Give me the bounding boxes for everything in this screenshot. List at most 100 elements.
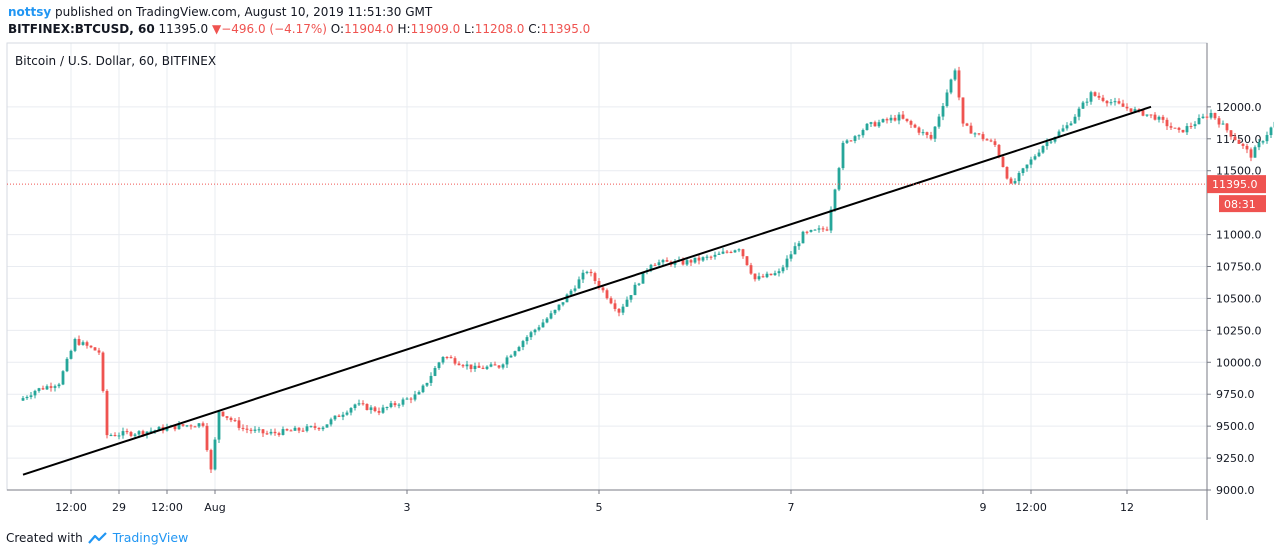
- footer: Created with TradingView: [6, 530, 188, 545]
- candle-body: [489, 364, 493, 367]
- candle-body: [253, 429, 257, 431]
- symbol-name: BITFINEX:BTCUSD, 60: [8, 22, 155, 36]
- candle-body: [385, 407, 389, 409]
- candle-body: [581, 272, 585, 280]
- candle-body: [1065, 125, 1069, 129]
- candle-body: [1061, 128, 1065, 132]
- candle-body: [213, 439, 217, 470]
- candle-body: [797, 243, 801, 247]
- candle-body: [1081, 102, 1085, 109]
- candle-body: [73, 339, 77, 351]
- candle-body: [721, 251, 725, 254]
- candle-body: [1229, 130, 1233, 137]
- candle-body: [89, 345, 93, 348]
- candle-body: [185, 425, 189, 427]
- y-tick-label: 10000.0: [1216, 356, 1262, 369]
- candle-body: [41, 388, 45, 390]
- candle-body: [709, 256, 713, 258]
- x-tick-label: 12:00: [151, 501, 183, 514]
- candle-body: [381, 407, 385, 413]
- candle-body: [561, 302, 565, 305]
- candle-body: [857, 135, 861, 137]
- candle-body: [109, 435, 113, 437]
- candle-body: [293, 427, 297, 431]
- high-label: H:: [397, 22, 411, 36]
- candle-body: [657, 262, 661, 266]
- candle-body: [705, 256, 709, 258]
- candle-body: [1093, 92, 1097, 96]
- candle-body: [949, 79, 953, 93]
- candle-body: [369, 407, 373, 411]
- candle-body: [545, 318, 549, 323]
- candle-body: [117, 435, 121, 437]
- candle-body: [829, 209, 833, 231]
- candle-body: [165, 427, 169, 431]
- candle-body: [433, 368, 437, 376]
- candle-body: [549, 313, 553, 319]
- candle-body: [613, 303, 617, 309]
- candle-body: [1189, 126, 1193, 128]
- candle-body: [261, 429, 265, 434]
- candle-body: [1085, 101, 1089, 103]
- candle-body: [557, 304, 561, 310]
- candle-body: [565, 294, 569, 303]
- candle-body: [197, 423, 201, 427]
- candle-body: [461, 365, 465, 367]
- x-tick-label: 5: [596, 501, 603, 514]
- candle-body: [361, 403, 365, 405]
- candle-body: [429, 375, 433, 383]
- candle-body: [753, 273, 757, 280]
- candle-body: [881, 119, 885, 123]
- candle-body: [589, 271, 593, 274]
- candle-body: [85, 342, 89, 346]
- candle-body: [297, 427, 301, 431]
- candle-body: [637, 283, 641, 285]
- x-tick-label: 9: [980, 501, 987, 514]
- x-tick-label: 12: [1120, 501, 1134, 514]
- candle-body: [325, 424, 329, 428]
- candle-body: [1057, 131, 1061, 138]
- candle-body: [957, 70, 961, 98]
- last-price-label: 11395.0: [1212, 178, 1258, 191]
- candle-body: [765, 273, 769, 278]
- candle-body: [481, 367, 485, 369]
- candle-body: [701, 257, 705, 261]
- candle-body: [393, 403, 397, 406]
- candle-body: [309, 426, 313, 428]
- candle-body: [477, 365, 481, 368]
- candle-body: [733, 250, 737, 253]
- candle-body: [741, 249, 745, 257]
- candle-body: [821, 228, 825, 230]
- candle-body: [1097, 95, 1101, 98]
- candle-body: [529, 332, 533, 338]
- open-label: O:: [330, 22, 345, 36]
- candle-body: [417, 392, 421, 395]
- candle-body: [1153, 114, 1157, 120]
- candle-body: [125, 431, 129, 433]
- candle-body: [333, 415, 337, 420]
- price-chart[interactable]: 12000.011750.011500.011000.010750.010500…: [0, 0, 1274, 520]
- brand-link[interactable]: TradingView: [112, 530, 189, 545]
- high-value: 11909.0: [410, 22, 461, 36]
- candle-body: [273, 431, 277, 434]
- candle-body: [277, 433, 281, 435]
- candle-body: [237, 420, 241, 428]
- candle-body: [801, 231, 805, 244]
- candle-body: [145, 431, 149, 435]
- countdown-tag: [1219, 195, 1266, 213]
- candle-body: [1041, 146, 1045, 153]
- candle-body: [1073, 116, 1077, 124]
- candle-body: [661, 260, 665, 263]
- candle-body: [541, 322, 545, 328]
- candle-body: [913, 124, 917, 128]
- candle-body: [133, 434, 137, 436]
- candle-body: [1169, 126, 1173, 128]
- author-link[interactable]: nottsy: [8, 5, 52, 19]
- candle-body: [941, 105, 945, 117]
- candle-body: [69, 350, 73, 359]
- candle-body: [853, 136, 857, 141]
- y-tick-label: 10750.0: [1216, 261, 1262, 274]
- candle-body: [245, 428, 249, 430]
- countdown-label: 08:31: [1224, 198, 1256, 211]
- candle-body: [513, 351, 517, 356]
